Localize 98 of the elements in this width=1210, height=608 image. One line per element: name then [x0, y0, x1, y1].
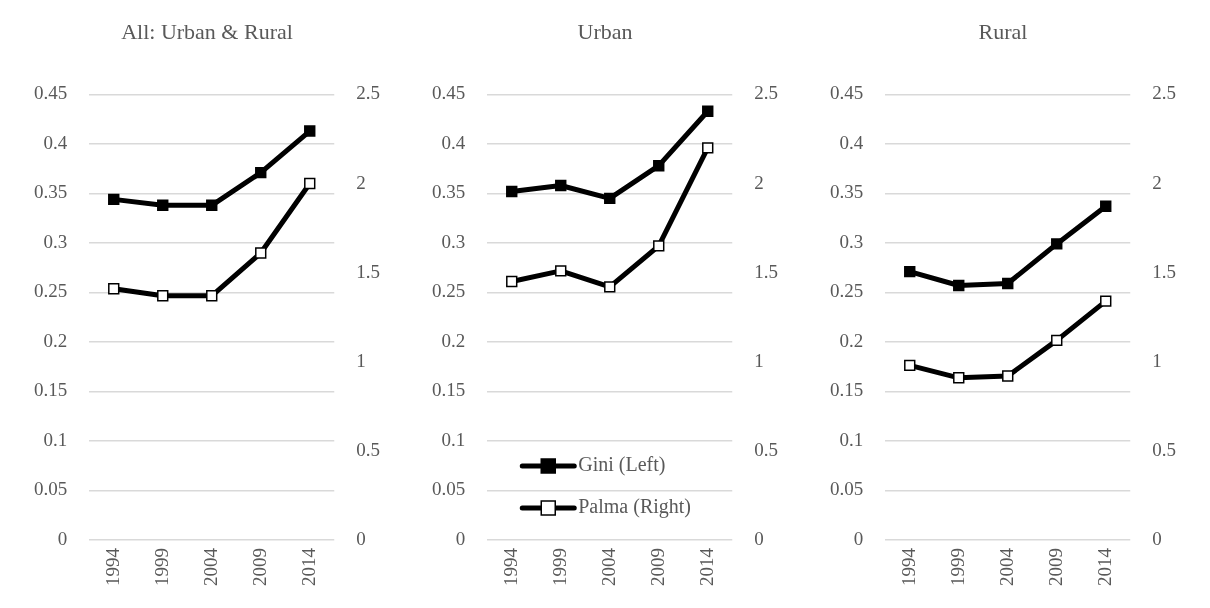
- point: [1002, 370, 1014, 382]
- y-tick-label: 0.15: [830, 379, 864, 401]
- y-tick-label: 0.2: [839, 329, 864, 351]
- y-tick-label: 0.2: [43, 329, 68, 351]
- y-tick-label: 0.3: [441, 230, 466, 252]
- y-tick-label: 0.2: [441, 329, 466, 351]
- y2-tick-label: 0: [1152, 527, 1162, 549]
- y2-tick-label: 0.5: [1152, 438, 1176, 460]
- x-tick-label: 1999: [150, 548, 172, 586]
- y2-tick-label: 2: [356, 171, 366, 193]
- y-tick-label: 0.45: [432, 82, 466, 104]
- y2-tick-label: 0: [754, 527, 764, 549]
- point: [304, 177, 316, 190]
- y2-tick-label: 0: [356, 527, 366, 549]
- y-tick-label: 0.1: [43, 428, 68, 450]
- point: [255, 247, 267, 259]
- y-tick-label: 0.3: [43, 230, 68, 252]
- point: [555, 265, 567, 277]
- point: [555, 179, 567, 192]
- y-tick-label: 0: [57, 527, 68, 549]
- y2-tick-label: 1: [1152, 349, 1162, 371]
- y-tick-label: 0.35: [830, 181, 864, 203]
- point: [1100, 295, 1112, 307]
- y2-tick-label: 0.5: [356, 438, 380, 460]
- x-tick-label: 2014: [297, 547, 319, 586]
- point: [702, 142, 714, 154]
- y-tick-label: 0.25: [34, 280, 68, 302]
- point: [1100, 200, 1112, 212]
- point: [653, 240, 665, 252]
- y-tick-label: 0.3: [839, 230, 864, 252]
- point: [255, 166, 267, 179]
- x-tick-label: 2004: [995, 547, 1017, 586]
- chart-title: Rural: [978, 18, 1028, 44]
- x-tick-label: 1999: [946, 548, 968, 586]
- x-tick-label: 2009: [1044, 548, 1066, 586]
- point: [702, 105, 714, 117]
- x-tick-label: 1994: [499, 547, 521, 586]
- point: [206, 199, 218, 212]
- x-tick-label: 2004: [199, 547, 221, 586]
- y-tick-label: 0.1: [441, 428, 466, 450]
- point: [304, 125, 316, 137]
- y2-tick-label: 2.5: [356, 82, 380, 104]
- point: [953, 372, 965, 384]
- y2-tick-label: 2.5: [754, 82, 778, 104]
- y-tick-label: 0.25: [432, 280, 466, 302]
- x-tick-label: 2009: [248, 548, 270, 586]
- chart-title: Urban: [577, 18, 633, 44]
- y2-tick-label: 1: [754, 349, 764, 371]
- point: [904, 265, 916, 278]
- point: [108, 193, 120, 206]
- y-tick-label: 0.4: [43, 131, 68, 153]
- y-tick-label: 0.15: [432, 379, 466, 401]
- y-tick-label: 0: [455, 527, 466, 549]
- point: [604, 192, 616, 205]
- y-tick-label: 0.1: [839, 428, 864, 450]
- x-tick-label: 2004: [597, 547, 619, 586]
- y-tick-label: 0.25: [830, 280, 864, 302]
- legend-label: Gini (Left): [578, 453, 666, 477]
- y2-tick-label: 1.5: [1152, 260, 1176, 282]
- y2-tick-label: 2.5: [1152, 82, 1176, 104]
- y-tick-label: 0.05: [830, 478, 864, 500]
- point: [206, 290, 218, 302]
- x-tick-label: 1994: [101, 547, 123, 586]
- y2-tick-label: 1: [356, 349, 366, 371]
- point: [953, 279, 965, 292]
- point: [604, 281, 616, 293]
- y-tick-label: 0.45: [34, 82, 68, 104]
- x-tick-label: 1999: [548, 548, 570, 586]
- point: [1002, 277, 1014, 290]
- y-tick-label: 0.35: [432, 181, 466, 203]
- point: [904, 359, 916, 372]
- point: [157, 290, 169, 302]
- legend-label: Palma (Right): [578, 495, 692, 519]
- y2-tick-label: 2: [1152, 171, 1162, 193]
- y2-tick-label: 1.5: [356, 260, 380, 282]
- x-tick-label: 2014: [695, 547, 717, 586]
- point: [1051, 334, 1063, 347]
- y-tick-label: 0.35: [34, 181, 68, 203]
- chart-title: All: Urban & Rural: [121, 18, 293, 44]
- y-tick-label: 0.15: [34, 379, 68, 401]
- point: [506, 275, 518, 288]
- point: [157, 199, 169, 212]
- y-tick-label: 0.05: [432, 478, 466, 500]
- x-tick-label: 2014: [1093, 547, 1115, 586]
- point: [653, 160, 665, 172]
- y2-tick-label: 1.5: [754, 260, 778, 282]
- y-tick-label: 0: [853, 527, 864, 549]
- y-tick-label: 0.4: [441, 131, 466, 153]
- x-tick-label: 1994: [897, 547, 919, 586]
- x-tick-label: 2009: [646, 548, 668, 586]
- y2-tick-label: 2: [754, 171, 764, 193]
- point: [108, 282, 120, 295]
- y-tick-label: 0.05: [34, 478, 68, 500]
- y2-tick-label: 0.5: [754, 438, 778, 460]
- y-tick-label: 0.4: [839, 131, 864, 153]
- y-tick-label: 0.45: [830, 82, 864, 104]
- point: [1051, 238, 1063, 250]
- point: [506, 185, 518, 198]
